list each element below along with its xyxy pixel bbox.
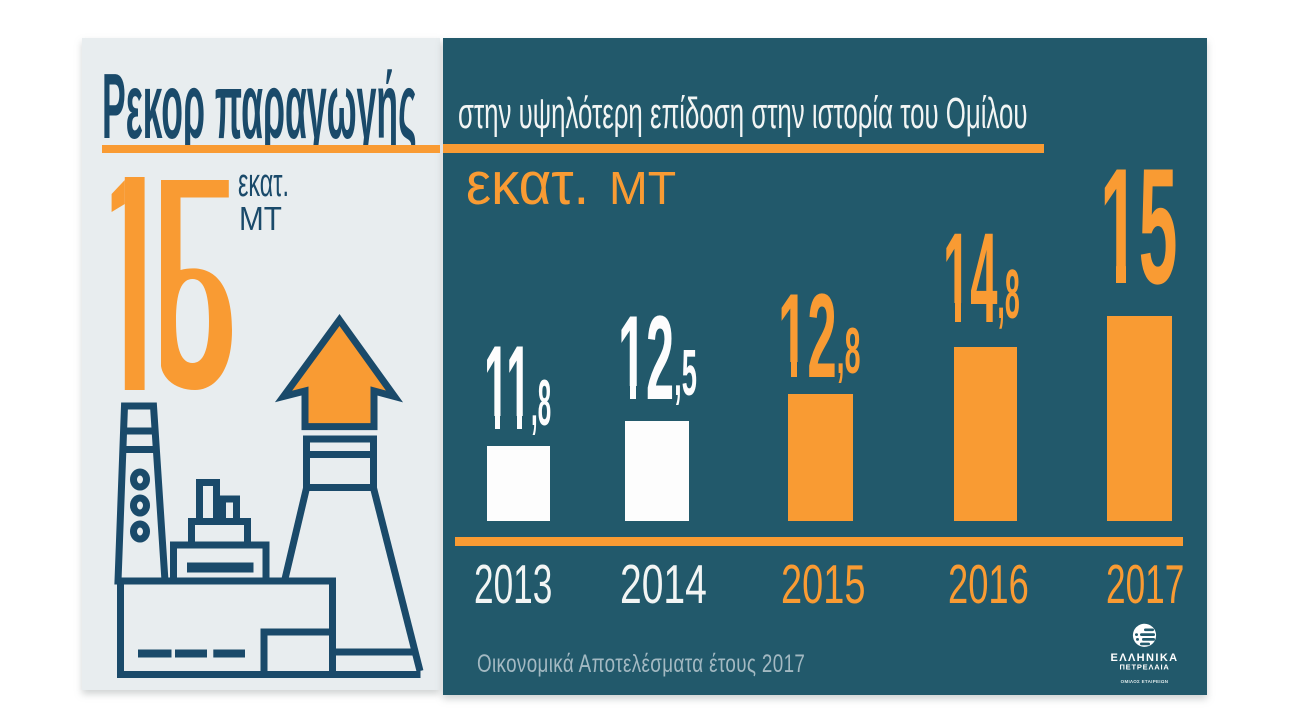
svg-text:ΟΜΙΛΟΣ ΕΤΑΙΡΕΙΩΝ: ΟΜΙΛΟΣ ΕΤΑΙΡΕΙΩΝ: [1121, 679, 1169, 684]
svg-text:ΠΕΤΡΕΛΑΙΑ: ΠΕΤΡΕΛΑΙΑ: [1119, 663, 1169, 672]
svg-text:ΕΛΛΗΝΙΚΑ: ΕΛΛΗΝΙΚΑ: [1110, 652, 1178, 664]
